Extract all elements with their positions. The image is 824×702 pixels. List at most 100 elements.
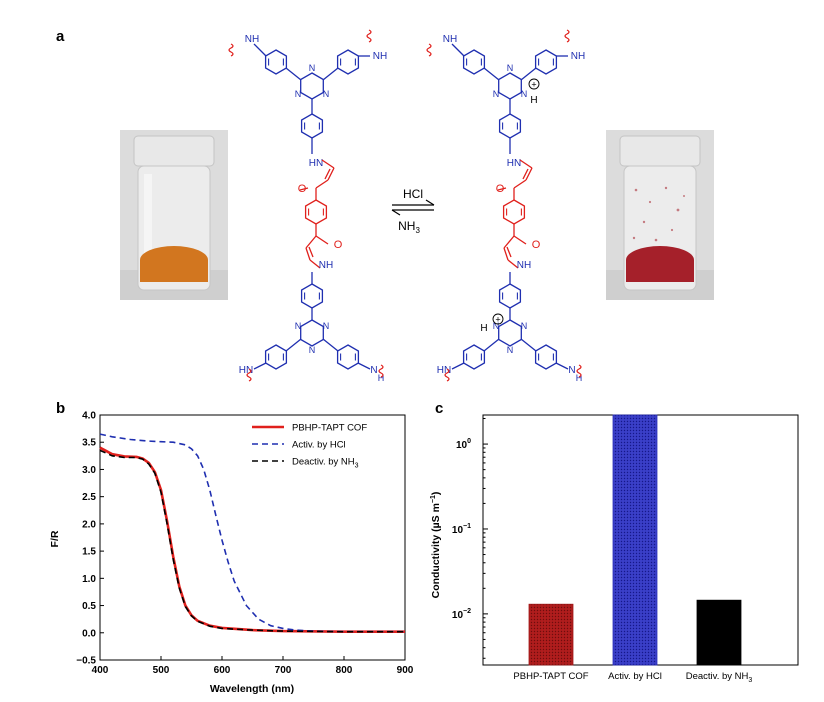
x-tick-label-b: 700 <box>275 665 292 676</box>
bond <box>322 338 339 352</box>
amine-n: N <box>568 365 575 376</box>
triazine-n: N <box>507 63 514 73</box>
bond <box>315 235 329 245</box>
bond <box>309 259 321 269</box>
y-tick-label-b: 0.0 <box>82 628 96 639</box>
bond <box>305 247 311 261</box>
triazine-ring <box>498 72 522 100</box>
wavy-bond <box>426 43 432 57</box>
bond <box>520 338 537 352</box>
plus-sign: + <box>495 315 500 325</box>
reagent-nh3: NH3 <box>398 219 420 235</box>
triazine-n: N <box>493 89 500 99</box>
amine-hn: HN <box>309 158 323 169</box>
category-label-3: Deactiv. by NH3 <box>686 671 753 684</box>
series-line-2 <box>99 433 405 633</box>
y-tick-label-b: 2.0 <box>82 519 96 530</box>
legend-label-2: Activ. by HCl <box>292 440 346 451</box>
y-tick-label-c: 10−1 <box>452 523 471 536</box>
benzene-ring <box>462 49 486 75</box>
x-tick-label-b: 600 <box>214 665 231 676</box>
y-tick-label-b: 1.0 <box>82 574 96 585</box>
bond <box>519 159 533 169</box>
x-tick-label-b: 900 <box>397 665 414 676</box>
amine-n: N <box>370 365 377 376</box>
y-tick-label-b: 1.5 <box>82 547 96 558</box>
benzene-ring <box>300 283 324 309</box>
benzene-ring <box>300 113 324 139</box>
triazine-n: N <box>295 89 302 99</box>
triazine-n: N <box>323 89 330 99</box>
plus-circle <box>492 313 504 325</box>
bond <box>253 362 267 370</box>
wavy-bond <box>366 29 372 43</box>
bond <box>305 235 317 249</box>
category-label-2: Activ. by HCl <box>608 671 662 682</box>
bond <box>555 362 569 370</box>
photo-vial-orange <box>120 130 228 300</box>
bond <box>321 159 335 169</box>
triazine-ring <box>300 72 324 100</box>
legend-b: PBHP-TAPT COF Activ. by HCl Deactiv. by NH… <box>252 423 367 470</box>
amine-h: H <box>576 373 583 383</box>
chemical-scheme: NNNNHNHHNOONHNNNHNNH NNNNHNHH+HNOONHNNNH… <box>228 29 585 383</box>
y-tick-label-c: 100 <box>456 438 471 451</box>
benzene-ring <box>336 344 360 370</box>
bond <box>357 362 371 370</box>
triazine-n: N <box>309 345 316 355</box>
wavy-bond <box>228 43 234 57</box>
benzene-ring <box>304 199 328 225</box>
reagent-hcl: HCl <box>403 187 423 201</box>
bond <box>285 67 302 81</box>
bond <box>503 235 515 249</box>
amine-nh: NH <box>373 51 387 62</box>
panel-label-c: c <box>435 400 444 417</box>
benzene-ring <box>264 344 288 370</box>
amine-hn: HN <box>507 158 521 169</box>
category-label-sub: 3 <box>748 677 752 684</box>
benzene-ring <box>534 49 558 75</box>
ylabel-close: ) <box>430 492 442 496</box>
x-tick-label-b: 500 <box>153 665 170 676</box>
amine-hn: HN <box>437 365 451 376</box>
benzene-ring <box>462 344 486 370</box>
legend-label-1: PBHP-TAPT COF <box>292 423 367 434</box>
equilibrium-arrows <box>391 199 435 216</box>
amine-nh: NH <box>245 34 259 45</box>
amine-nh: NH <box>517 260 531 271</box>
amine-nh: NH <box>319 260 333 271</box>
plus-circle <box>528 78 540 90</box>
benzene-ring <box>534 344 558 370</box>
triazine-n: N <box>507 345 514 355</box>
proton-h: H <box>530 95 537 106</box>
ketone-o: O <box>334 239 343 251</box>
y-tick-label-b: −0.5 <box>76 656 96 667</box>
conductivity-chart: 10−2 10−1 100 PBHP-TAPT COF Activ. by HCl De… <box>430 414 799 684</box>
red-powder-body <box>626 260 694 282</box>
uv-vis-chart: 400 500 600 700 800 900 −0.5 0.0 0.5 1.0 1.5 2.0 2.5… <box>49 411 414 696</box>
y-tick-exp-c: 0 <box>467 438 471 445</box>
bond <box>451 43 465 57</box>
wavy-bond <box>246 368 252 382</box>
ylabel-c: Conductivity (µS m−1) <box>430 492 442 599</box>
wavy-bond <box>444 368 450 382</box>
amine-hn: HN <box>239 365 253 376</box>
y-tick-label-b: 3.5 <box>82 438 96 449</box>
bond <box>308 246 314 258</box>
bond <box>520 67 537 81</box>
bond <box>522 168 529 180</box>
triazine-n: N <box>493 321 500 331</box>
bond <box>483 67 500 81</box>
bond <box>322 67 339 81</box>
amine-nh: NH <box>571 51 585 62</box>
ylabel-sup: −1 <box>430 495 437 503</box>
wavy-bond <box>378 364 384 378</box>
triazine-n: N <box>309 63 316 73</box>
bond <box>513 235 527 245</box>
benzene-ring <box>502 199 526 225</box>
plot-frame-b <box>99 414 406 661</box>
amine-h: H <box>378 373 385 383</box>
triazine-ring <box>498 319 522 347</box>
y-tick-label-b: 4.0 <box>82 411 96 422</box>
